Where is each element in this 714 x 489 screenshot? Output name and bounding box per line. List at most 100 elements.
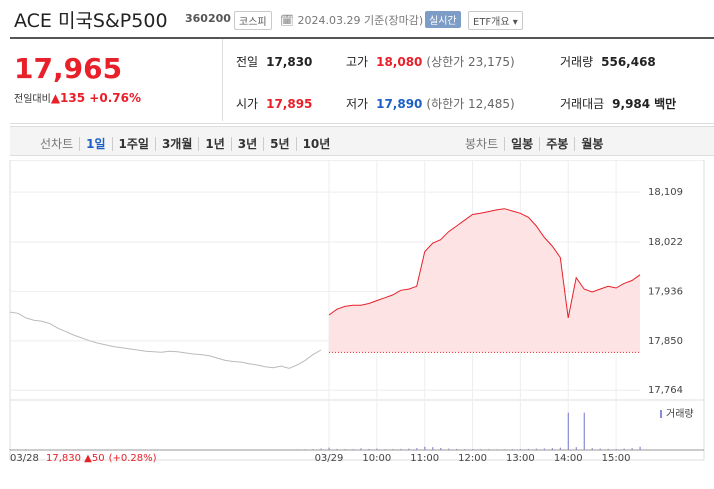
- volume-bar: [535, 448, 538, 450]
- volume-bar: [591, 448, 593, 450]
- volume-bar: [360, 448, 362, 450]
- date: 🗓 2024.03.29 기준(장마감): [280, 14, 424, 27]
- y-tick-label: 17,764: [648, 385, 683, 396]
- x-tick-label: 12:00: [458, 453, 487, 464]
- stat: 고가 18,080 (상한가 23,175): [346, 53, 515, 70]
- realtime-button[interactable]: 실시간: [425, 11, 461, 28]
- prev-date: 03/28: [10, 453, 39, 464]
- line: [328, 208, 641, 318]
- volume-bar: [368, 448, 370, 450]
- tab[interactable]: 1년: [198, 137, 231, 151]
- stat-value: 9,984: [612, 97, 651, 111]
- change: 135: [60, 91, 86, 105]
- tab[interactable]: 3개월: [154, 137, 199, 151]
- volume-bar: [416, 448, 418, 450]
- x-tick-label: 14:00: [554, 453, 583, 464]
- volume-bar: [599, 448, 601, 450]
- volume-bar: [623, 448, 625, 450]
- divider: [222, 39, 223, 121]
- candle-tabs: 봉차트 일봉 주봉 월봉: [465, 133, 610, 152]
- tab[interactable]: 3년: [230, 137, 264, 151]
- etf-text: ETF개요: [473, 17, 510, 28]
- prev-price: 17,830: [46, 453, 81, 464]
- price: 17,965: [14, 52, 123, 85]
- stat-label: 거래대금: [560, 97, 605, 111]
- y-tick-label: 18,022: [648, 237, 683, 248]
- tab-label: 봉차트: [465, 137, 499, 151]
- stat-label: 저가: [346, 97, 369, 111]
- x-tick-label: 15:00: [602, 453, 631, 464]
- volume-bar: [408, 448, 410, 450]
- volume-bar: [424, 446, 426, 450]
- x-tick-label: 03/29: [315, 453, 344, 464]
- volume-bar: [527, 448, 530, 450]
- tab[interactable]: 5년: [263, 137, 296, 151]
- volume-bar: [448, 448, 450, 450]
- prev-pct: (+0.28%): [109, 453, 157, 464]
- volume-bar: [559, 447, 561, 450]
- volume-bar: [320, 448, 322, 450]
- tab-label: 선차트: [40, 137, 74, 151]
- stat-value: 17,895: [266, 97, 313, 111]
- volume-bar: [440, 447, 442, 450]
- x-tick-label: 10:00: [362, 453, 391, 464]
- stat-value: 556,468: [601, 55, 656, 69]
- volume-bar: [575, 447, 577, 450]
- stock-code: 360200: [185, 12, 231, 25]
- x-tick-label: 11:00: [410, 453, 439, 464]
- line-tabs: 선차트 1일 1주일 3개월 1년 3년 5년 10년: [40, 133, 337, 152]
- stat-value: 17,830: [266, 55, 313, 69]
- tab[interactable]: 일봉: [504, 137, 540, 151]
- stat-value: 17,890: [376, 97, 423, 111]
- volume-bar: [607, 448, 609, 450]
- prev-quote: 17,830 ▲50 (+0.28%): [46, 453, 157, 464]
- stat: 저가 17,890 (하한가 12,485): [346, 95, 515, 112]
- quote-panel: [10, 37, 714, 124]
- volume-bar: [583, 412, 585, 450]
- tab[interactable]: 10년: [295, 137, 337, 151]
- stat-value: 18,080: [376, 55, 423, 69]
- tab[interactable]: 월봉: [574, 137, 610, 151]
- stat-label: 고가: [346, 55, 369, 69]
- line: [9, 311, 322, 369]
- y-tick-label: 18,109: [648, 187, 683, 198]
- y-tick-label: 17,936: [648, 286, 683, 297]
- volume-bar: [328, 447, 330, 450]
- volume-bar: [400, 448, 402, 450]
- volume-bar: [639, 446, 641, 450]
- tab-bar: [10, 126, 714, 156]
- market-badge: 코스피: [234, 11, 272, 30]
- stat-extra: (상한가 23,175): [426, 55, 515, 69]
- legend-label: 거래량: [666, 408, 694, 420]
- stat: 시가 17,895: [236, 95, 312, 112]
- date-text: 2024.03.29: [297, 14, 361, 27]
- stat-label: 시가: [236, 97, 259, 111]
- stat-unit: 백만: [654, 97, 677, 111]
- stat-extra: (하한가 12,485): [426, 97, 515, 111]
- change-label: 전일대비: [14, 94, 51, 105]
- etf-button[interactable]: ETF개요 ▾: [468, 11, 523, 30]
- pct: +0.76%: [89, 91, 141, 105]
- volume-bar: [543, 448, 546, 450]
- stat-label: 전일: [236, 55, 259, 69]
- volume-bar: [567, 412, 569, 450]
- volume-bar: [456, 448, 458, 450]
- volume-bar: [336, 448, 338, 450]
- stat: 거래량 556,468: [560, 53, 656, 70]
- area: [328, 208, 640, 353]
- volume-bar: [376, 448, 378, 450]
- x-tick-label: 13:00: [506, 453, 535, 464]
- stat-label: 거래량: [560, 55, 594, 69]
- chart: 18,109 18,022 17,936 17,850 17,764 03/29 10:00…: [9, 160, 705, 464]
- prev-change: 50: [92, 453, 105, 464]
- stat: 전일 17,830: [236, 53, 312, 70]
- tab[interactable]: 1일: [79, 137, 112, 151]
- change-row: 전일대비▲135 +0.76%: [14, 91, 141, 105]
- stat: 거래대금 9,984 백만: [560, 95, 676, 112]
- tab[interactable]: 주봉: [539, 137, 575, 151]
- volume-bar: [551, 448, 553, 450]
- up-arrow: ▲: [81, 453, 92, 464]
- tab[interactable]: 1주일: [111, 137, 155, 151]
- legend-swatch: [660, 410, 662, 418]
